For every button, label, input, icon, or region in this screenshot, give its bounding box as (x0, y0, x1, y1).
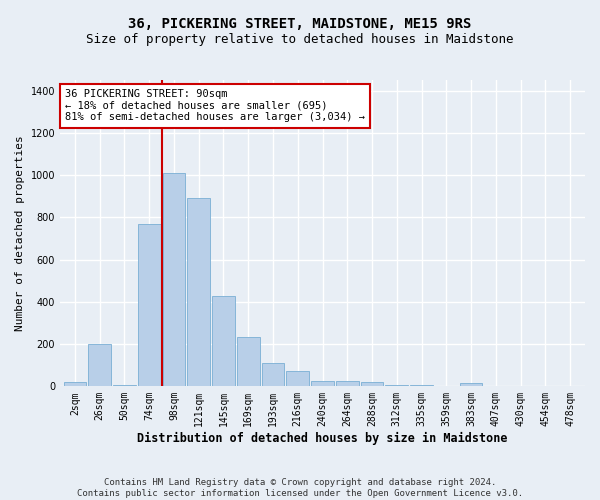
Bar (286, 372, 309, 386)
Text: 36 PICKERING STREET: 90sqm
← 18% of detached houses are smaller (695)
81% of sem: 36 PICKERING STREET: 90sqm ← 18% of deta… (65, 89, 365, 122)
Bar (138, 224, 161, 386)
Bar (163, 173, 185, 386)
Bar (113, 385, 136, 386)
Bar (187, 198, 210, 386)
Bar (336, 381, 359, 386)
Bar (262, 363, 284, 386)
Bar (385, 384, 408, 386)
Bar (88, 344, 111, 386)
Text: Size of property relative to detached houses in Maidstone: Size of property relative to detached ho… (86, 32, 514, 46)
Bar (237, 336, 260, 386)
Bar (212, 296, 235, 386)
Bar (460, 383, 482, 386)
Bar (64, 382, 86, 386)
Bar (311, 381, 334, 386)
Text: 36, PICKERING STREET, MAIDSTONE, ME15 9RS: 36, PICKERING STREET, MAIDSTONE, ME15 9R… (128, 18, 472, 32)
Text: Contains HM Land Registry data © Crown copyright and database right 2024.
Contai: Contains HM Land Registry data © Crown c… (77, 478, 523, 498)
Y-axis label: Number of detached properties: Number of detached properties (15, 135, 25, 331)
X-axis label: Distribution of detached houses by size in Maidstone: Distribution of detached houses by size … (137, 432, 508, 445)
Bar (361, 382, 383, 386)
Bar (410, 385, 433, 386)
